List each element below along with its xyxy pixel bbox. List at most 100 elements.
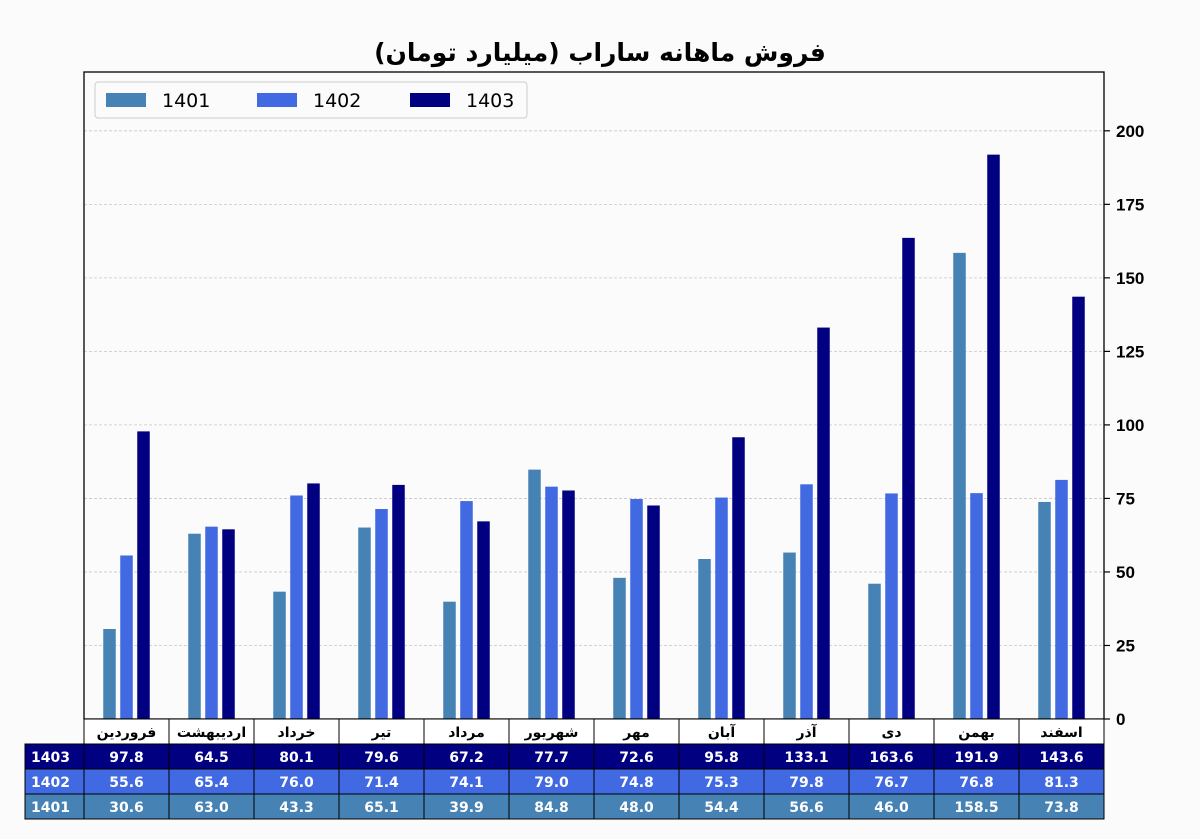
legend: 1401 1402 1403 [94, 81, 528, 119]
table-cell [253, 768, 340, 795]
bar-1403-1 [137, 431, 150, 719]
bar-1403-9 [817, 327, 830, 719]
table-cell [423, 743, 510, 770]
bar-1402-11 [970, 493, 983, 719]
table-cell [1018, 793, 1105, 820]
table-value-1401-5: 39.9 [449, 800, 484, 816]
bar-1401-1 [103, 629, 116, 719]
table-cell [83, 743, 170, 770]
bar-1401-6 [528, 469, 541, 719]
table-value-1401-4: 65.1 [364, 800, 399, 816]
table-cell [338, 768, 425, 795]
gridlines [84, 130, 1104, 646]
table-value-1403-9: 133.1 [784, 750, 828, 766]
bar-1401-2 [188, 533, 201, 719]
table-cell [423, 793, 510, 820]
legend-label-1402: 1402 [313, 90, 361, 112]
y-tick-label: 50 [1116, 563, 1135, 582]
table-cell [933, 793, 1020, 820]
table-cell [1018, 768, 1105, 795]
bar-1403-11 [987, 154, 1000, 720]
y-tick-label: 25 [1116, 636, 1135, 655]
table-header-cell [423, 718, 510, 745]
table-cell [933, 768, 1020, 795]
bar-1403-4 [392, 484, 405, 719]
table-header-9: آذر [795, 723, 817, 741]
bar-1402-1 [120, 555, 133, 719]
table-row-label-1401: 1401 [31, 800, 70, 816]
table-value-1401-10: 46.0 [874, 800, 909, 816]
table-value-1403-11: 191.9 [954, 750, 998, 766]
table-value-1401-11: 158.5 [954, 800, 998, 816]
bar-1401-10 [868, 583, 881, 719]
table-cell [678, 793, 765, 820]
table-value-1402-10: 76.7 [874, 775, 909, 791]
table-value-1401-12: 73.8 [1044, 800, 1079, 816]
table-cell [253, 743, 340, 770]
bar-1403-5 [477, 521, 490, 719]
y-tick-label: 100 [1116, 416, 1144, 435]
table-value-1403-8: 95.8 [704, 750, 739, 766]
table-value-1403-1: 97.8 [109, 750, 144, 766]
table-cell [763, 793, 850, 820]
table-value-1402-4: 71.4 [364, 775, 399, 791]
plot-area [84, 72, 1104, 719]
table-cell [338, 743, 425, 770]
bar-1403-2 [222, 529, 235, 719]
table-header-6: شهریور [524, 725, 579, 741]
y-tick-label: 150 [1116, 269, 1144, 288]
legend-label-1403: 1403 [466, 90, 514, 112]
table-value-1401-3: 43.3 [279, 800, 314, 816]
y-tick-label: 200 [1116, 122, 1144, 141]
table-value-1401-2: 63.0 [194, 800, 229, 816]
table-value-1402-7: 74.8 [619, 775, 654, 791]
bar-1402-10 [885, 493, 898, 719]
table-header-5: مرداد [448, 725, 485, 741]
bar-1403-10 [902, 237, 915, 719]
table-cell [678, 768, 765, 795]
table-header-8: آبان [708, 723, 736, 741]
bar-1402-5 [460, 501, 473, 719]
table-header-2: اردیبهشت [177, 725, 246, 741]
bar-1403-8 [732, 437, 745, 719]
bar-1401-5 [443, 601, 456, 719]
table-header-cell [168, 718, 255, 745]
table-header-12: اسفند [1040, 725, 1082, 741]
table-cell [83, 793, 170, 820]
table-value-1402-5: 74.1 [449, 775, 484, 791]
y-axis: 0 25 50 75 100 125 150 175 200 [1104, 122, 1144, 729]
table-header-cell [83, 718, 170, 745]
table-value-1403-10: 163.6 [869, 750, 913, 766]
bar-1403-12 [1072, 296, 1085, 719]
y-tick-label: 125 [1116, 342, 1144, 361]
table-value-1402-3: 76.0 [279, 775, 314, 791]
table-value-1402-12: 81.3 [1044, 775, 1079, 791]
table-cell [763, 768, 850, 795]
table-cell [508, 793, 595, 820]
table-header-cell [678, 718, 765, 745]
table-value-1403-12: 143.6 [1039, 750, 1083, 766]
bar-1401-9 [783, 552, 796, 719]
legend-box [94, 81, 528, 119]
table-header-cell [253, 718, 340, 745]
table-value-1403-7: 72.6 [619, 750, 654, 766]
bar-1403-7 [647, 505, 660, 719]
table-value-1402-9: 79.8 [789, 775, 824, 791]
table-header-11: بهمن [958, 725, 994, 741]
bar-1401-11 [953, 252, 966, 719]
table-header-4: تیر [371, 725, 392, 741]
y-tick-label: 175 [1116, 195, 1144, 214]
table-header-10: دی [881, 725, 901, 741]
table-header-3: خرداد [278, 725, 316, 741]
table-header-cell [1018, 718, 1105, 745]
table-value-1402-1: 55.6 [109, 775, 144, 791]
data-table: فروردین اردیبهشت خرداد تیر مرداد شهریور مهر آبا… [24, 718, 1105, 820]
table-value-1403-6: 77.7 [534, 750, 569, 766]
bar-1402-6 [545, 486, 558, 719]
bar-1402-3 [290, 495, 303, 719]
table-cell [338, 793, 425, 820]
table-value-1401-7: 48.0 [619, 800, 654, 816]
legend-label-1401: 1401 [162, 90, 210, 112]
